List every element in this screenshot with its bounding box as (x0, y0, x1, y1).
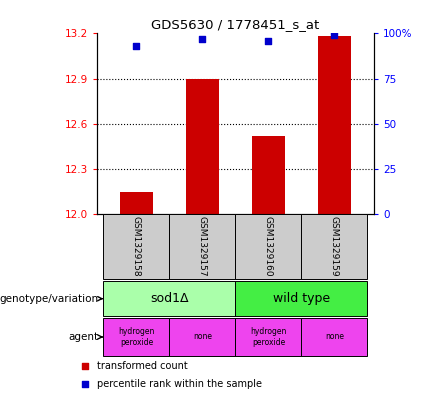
Bar (318, 37, 351, 214)
Bar (301, 318, 367, 356)
Bar (235, 281, 367, 316)
Bar (103, 318, 169, 356)
Text: GSM1329160: GSM1329160 (264, 216, 273, 277)
Bar (103, 281, 235, 316)
Text: hydrogen
peroxide: hydrogen peroxide (118, 327, 154, 347)
Text: none: none (325, 332, 344, 342)
Text: transformed count: transformed count (97, 362, 187, 371)
Point (331, 32, 338, 39)
Bar (103, 214, 169, 279)
Title: GDS5630 / 1778451_s_at: GDS5630 / 1778451_s_at (151, 18, 319, 31)
Text: GSM1329159: GSM1329159 (330, 216, 339, 277)
Bar (169, 318, 235, 356)
Text: GSM1329158: GSM1329158 (132, 216, 141, 277)
Bar (169, 214, 235, 279)
Point (81, 381, 88, 387)
Bar (120, 191, 153, 214)
Point (133, 43, 140, 49)
Text: genotype/variation: genotype/variation (0, 294, 102, 304)
Point (265, 37, 272, 44)
Point (199, 36, 206, 42)
Point (81, 363, 88, 369)
Bar (235, 318, 301, 356)
Text: sod1Δ: sod1Δ (150, 292, 189, 305)
Text: GSM1329157: GSM1329157 (198, 216, 207, 277)
Text: percentile rank within the sample: percentile rank within the sample (97, 379, 262, 389)
Text: none: none (193, 332, 212, 342)
Bar (301, 214, 367, 279)
Bar (252, 136, 285, 214)
Text: hydrogen
peroxide: hydrogen peroxide (250, 327, 286, 347)
Text: agent: agent (68, 332, 102, 342)
Bar (186, 79, 219, 214)
Bar (235, 214, 301, 279)
Text: wild type: wild type (273, 292, 330, 305)
